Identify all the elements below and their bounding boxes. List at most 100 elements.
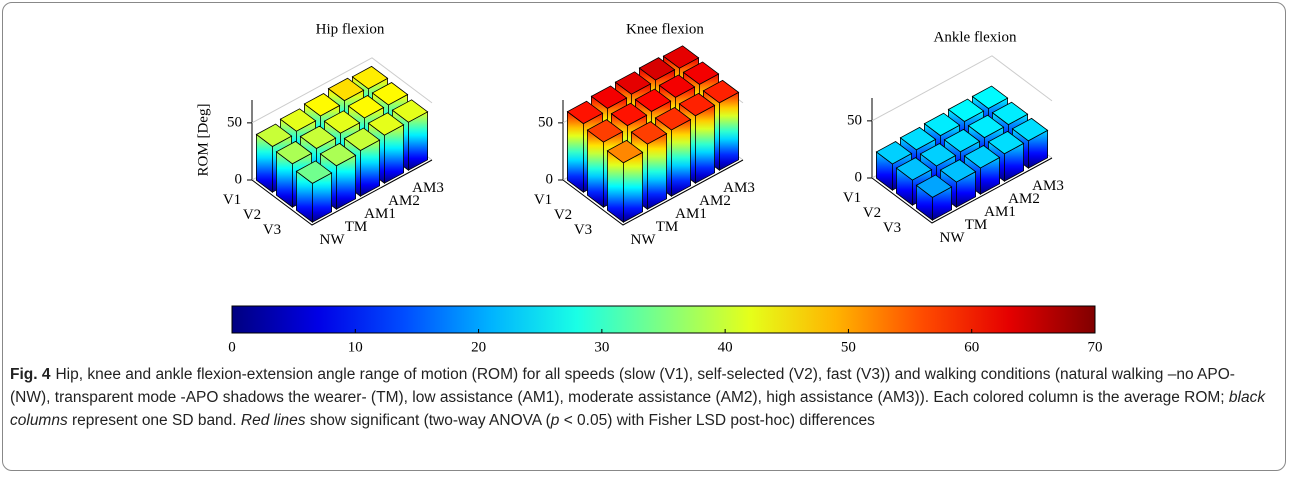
z-axis-label: ROM [Deg]	[195, 104, 211, 177]
grid-line	[871, 55, 1053, 122]
column-top	[343, 127, 381, 151]
column-top	[702, 79, 740, 104]
panel-title: Knee flexion	[626, 21, 704, 37]
colorbar-tick-label: 40	[718, 339, 733, 355]
column-top	[323, 110, 361, 134]
panel-title: Hip flexion	[316, 21, 385, 37]
column-top	[654, 107, 692, 131]
column-side	[587, 129, 604, 208]
condition-label: AM2	[388, 193, 420, 209]
column-top	[347, 95, 385, 119]
column-top	[391, 99, 429, 123]
column-top	[987, 130, 1025, 155]
speed-label: V2	[863, 205, 881, 221]
condition-label: NW	[320, 232, 346, 248]
column-top	[295, 160, 333, 184]
column-top	[367, 112, 405, 136]
z-tick-label: 50	[538, 114, 553, 130]
column-top	[1011, 117, 1049, 142]
column-top	[899, 126, 937, 151]
column	[606, 139, 644, 223]
caption-label: Fig. 4	[10, 366, 51, 383]
colorbar-tick-label: 50	[841, 339, 856, 355]
grid-line	[251, 57, 433, 124]
column-top	[351, 65, 389, 90]
colorbar-tick-label: 10	[348, 339, 363, 355]
condition-label: NW	[940, 230, 966, 246]
column-top	[923, 112, 961, 137]
condition-label: AM1	[675, 206, 707, 222]
column-top	[943, 128, 981, 153]
column-top	[939, 159, 977, 183]
column-top	[606, 139, 644, 164]
column-top	[634, 88, 672, 112]
caption-text: black columns	[10, 389, 1266, 429]
column-front	[719, 91, 739, 171]
caption-text: show significant (two-way ANOVA (	[305, 412, 551, 429]
axis-line	[562, 159, 744, 226]
speed-label: V2	[554, 207, 572, 223]
z-tick-label: 0	[546, 171, 554, 187]
caption-text: Red lines	[240, 412, 306, 429]
caption-text: p	[550, 412, 560, 429]
column-top	[895, 157, 933, 181]
column-top	[327, 77, 365, 102]
axis-line	[251, 159, 433, 226]
column-top	[630, 121, 668, 145]
figure-frame	[2, 2, 1286, 471]
column-top	[971, 85, 1009, 109]
caption-text: < 0.05) with Fisher LSD post-hoc) differ…	[559, 412, 875, 429]
column-top	[319, 142, 357, 167]
column	[295, 160, 333, 223]
condition-label: TM	[965, 217, 988, 233]
column-top	[586, 119, 624, 143]
speed-label: V3	[574, 222, 592, 238]
condition-label: AM2	[1008, 191, 1040, 207]
colorbar-tick-label: 0	[228, 339, 236, 355]
colorbar-tick-label: 20	[471, 339, 486, 355]
column-top	[590, 85, 628, 109]
caption: Fig. 4 Hip, knee and ankle flexion-extens…	[10, 363, 1278, 432]
z-tick-label: 0	[235, 171, 243, 187]
speed-label: V1	[534, 192, 552, 208]
condition-label: TM	[345, 219, 368, 235]
z-tick-label: 50	[847, 112, 862, 128]
column-top	[371, 82, 409, 106]
column-top	[947, 98, 985, 122]
condition-label: AM1	[984, 204, 1016, 220]
speed-label: V1	[843, 190, 861, 206]
caption-text: Hip, knee and ankle flexion-extension an…	[10, 366, 1235, 406]
axis-line	[871, 157, 1053, 224]
condition-label: NW	[631, 232, 657, 248]
condition-label: AM3	[723, 180, 755, 196]
condition-label: TM	[656, 219, 679, 235]
column-front	[623, 151, 643, 223]
column-top	[662, 45, 700, 69]
column-top	[638, 57, 676, 81]
caption-text: represent one SD band.	[67, 412, 241, 429]
column-front	[695, 104, 715, 184]
condition-label: AM1	[364, 206, 396, 222]
colorbar-tick-label: 60	[964, 339, 979, 355]
condition-label: AM3	[1032, 178, 1064, 194]
speed-label: V3	[263, 222, 281, 238]
colorbar-tick-label: 70	[1088, 339, 1103, 355]
column	[915, 174, 953, 221]
column-top	[875, 141, 913, 165]
column-top	[566, 100, 604, 125]
column-top	[915, 174, 953, 198]
column-top	[275, 140, 313, 165]
column-top	[303, 93, 341, 117]
column-top	[991, 101, 1029, 126]
column-top	[255, 123, 293, 147]
colorbar-tick-label: 30	[594, 339, 609, 355]
column-front	[647, 132, 667, 210]
column-top	[963, 145, 1001, 169]
column-top	[610, 102, 648, 127]
column-front	[671, 118, 691, 197]
column-top	[614, 71, 652, 95]
column-top	[299, 125, 337, 149]
speed-label: V3	[883, 220, 901, 236]
z-tick-label: 50	[227, 114, 242, 130]
